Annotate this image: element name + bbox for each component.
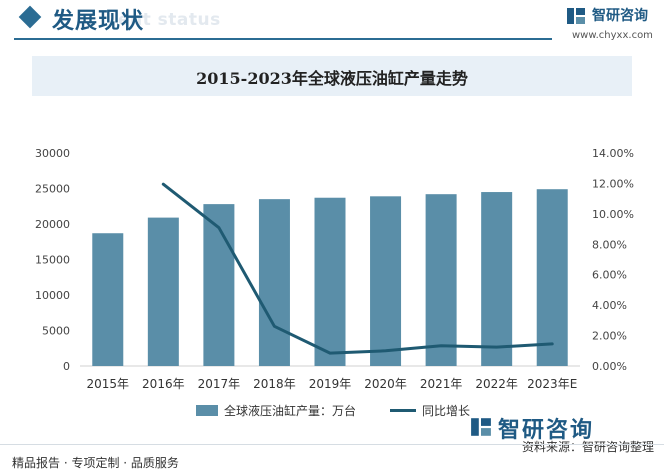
x-tick-label: 2016年 [142,377,185,391]
chart-legend: 全球液压油缸产量：万台 同比增长 [0,402,664,422]
legend-label-line: 同比增长 [422,404,471,418]
y-left-tick-label: 5000 [42,325,70,338]
bar [536,189,568,366]
y-right-tick-label: 10.00% [592,208,634,221]
x-tick-label: 2015年 [87,377,130,391]
brand-name: 智研咨询 [592,8,648,24]
chart-title: 2015-2023年全球液压油缸产量走势 [196,69,468,88]
x-tick-label: 2021年 [420,377,463,391]
x-tick-label: 2020年 [364,377,407,391]
legend-label-bar: 全球液压油缸产量：万台 [224,404,357,418]
x-tick-label: 2022年 [475,377,518,391]
y-right-tick-label: 14.00% [592,147,634,160]
bar [147,217,179,366]
y-left-tick-label: 30000 [35,147,70,160]
header-divider [14,38,552,40]
y-right-tick-label: 4.00% [592,299,627,312]
footer-slogan: 精品报告 · 专项定制 · 品质服务 [12,456,179,470]
y-right-tick-label: 12.00% [592,177,634,190]
section-title: 发展现状 [52,9,145,34]
y-left-tick-label: 10000 [35,289,70,302]
legend-item-line: 同比增长 [390,402,470,419]
y-right-tick-label: 8.00% [592,238,627,251]
legend-bar-swatch [196,405,218,416]
bar [370,196,402,366]
footer-brand-name: 智研咨询 [498,418,595,443]
y-left-tick-label: 15000 [35,254,70,267]
legend-line-swatch [390,409,416,412]
footer-brand-logo-icon [471,418,491,436]
bar [481,192,513,366]
x-tick-label: 2018年 [253,377,296,391]
y-right-tick-label: 0.00% [592,360,627,373]
growth-line [161,182,554,355]
chart-canvas: 0 5000 10000 15000 20000 25000 30000 0.00% 2.00%… [35,147,634,391]
brand-url: www.chyxx.com [572,30,653,41]
x-tick-label: 2023年E [527,377,577,391]
brand-logo-icon [567,8,585,24]
y-left-tick-label: 0 [63,360,70,373]
y-right-tick-label: 2.00% [592,330,627,343]
bar [258,199,290,366]
section-header: ent status 发展现状 智研咨询 www.chyxx.com [0,0,664,44]
x-tick-label: 2019年 [309,377,352,391]
y-right-tick-label: 6.00% [592,269,627,282]
chart-title-band: 2015-2023年全球液压油缸产量走势 [32,56,632,96]
legend-item-bar: 全球液压油缸产量：万台 [196,402,356,419]
x-tick-label: 2017年 [198,377,241,391]
y-left-tick-label: 25000 [35,183,70,196]
bar [314,197,346,366]
source-note: 资料来源：智研咨询整理 [521,440,654,454]
section-subtitle: ent status [118,10,221,30]
bar [425,194,457,366]
bar [203,204,235,366]
footer-divider [0,444,664,445]
bar [92,233,124,366]
y-left-tick-label: 20000 [35,218,70,231]
